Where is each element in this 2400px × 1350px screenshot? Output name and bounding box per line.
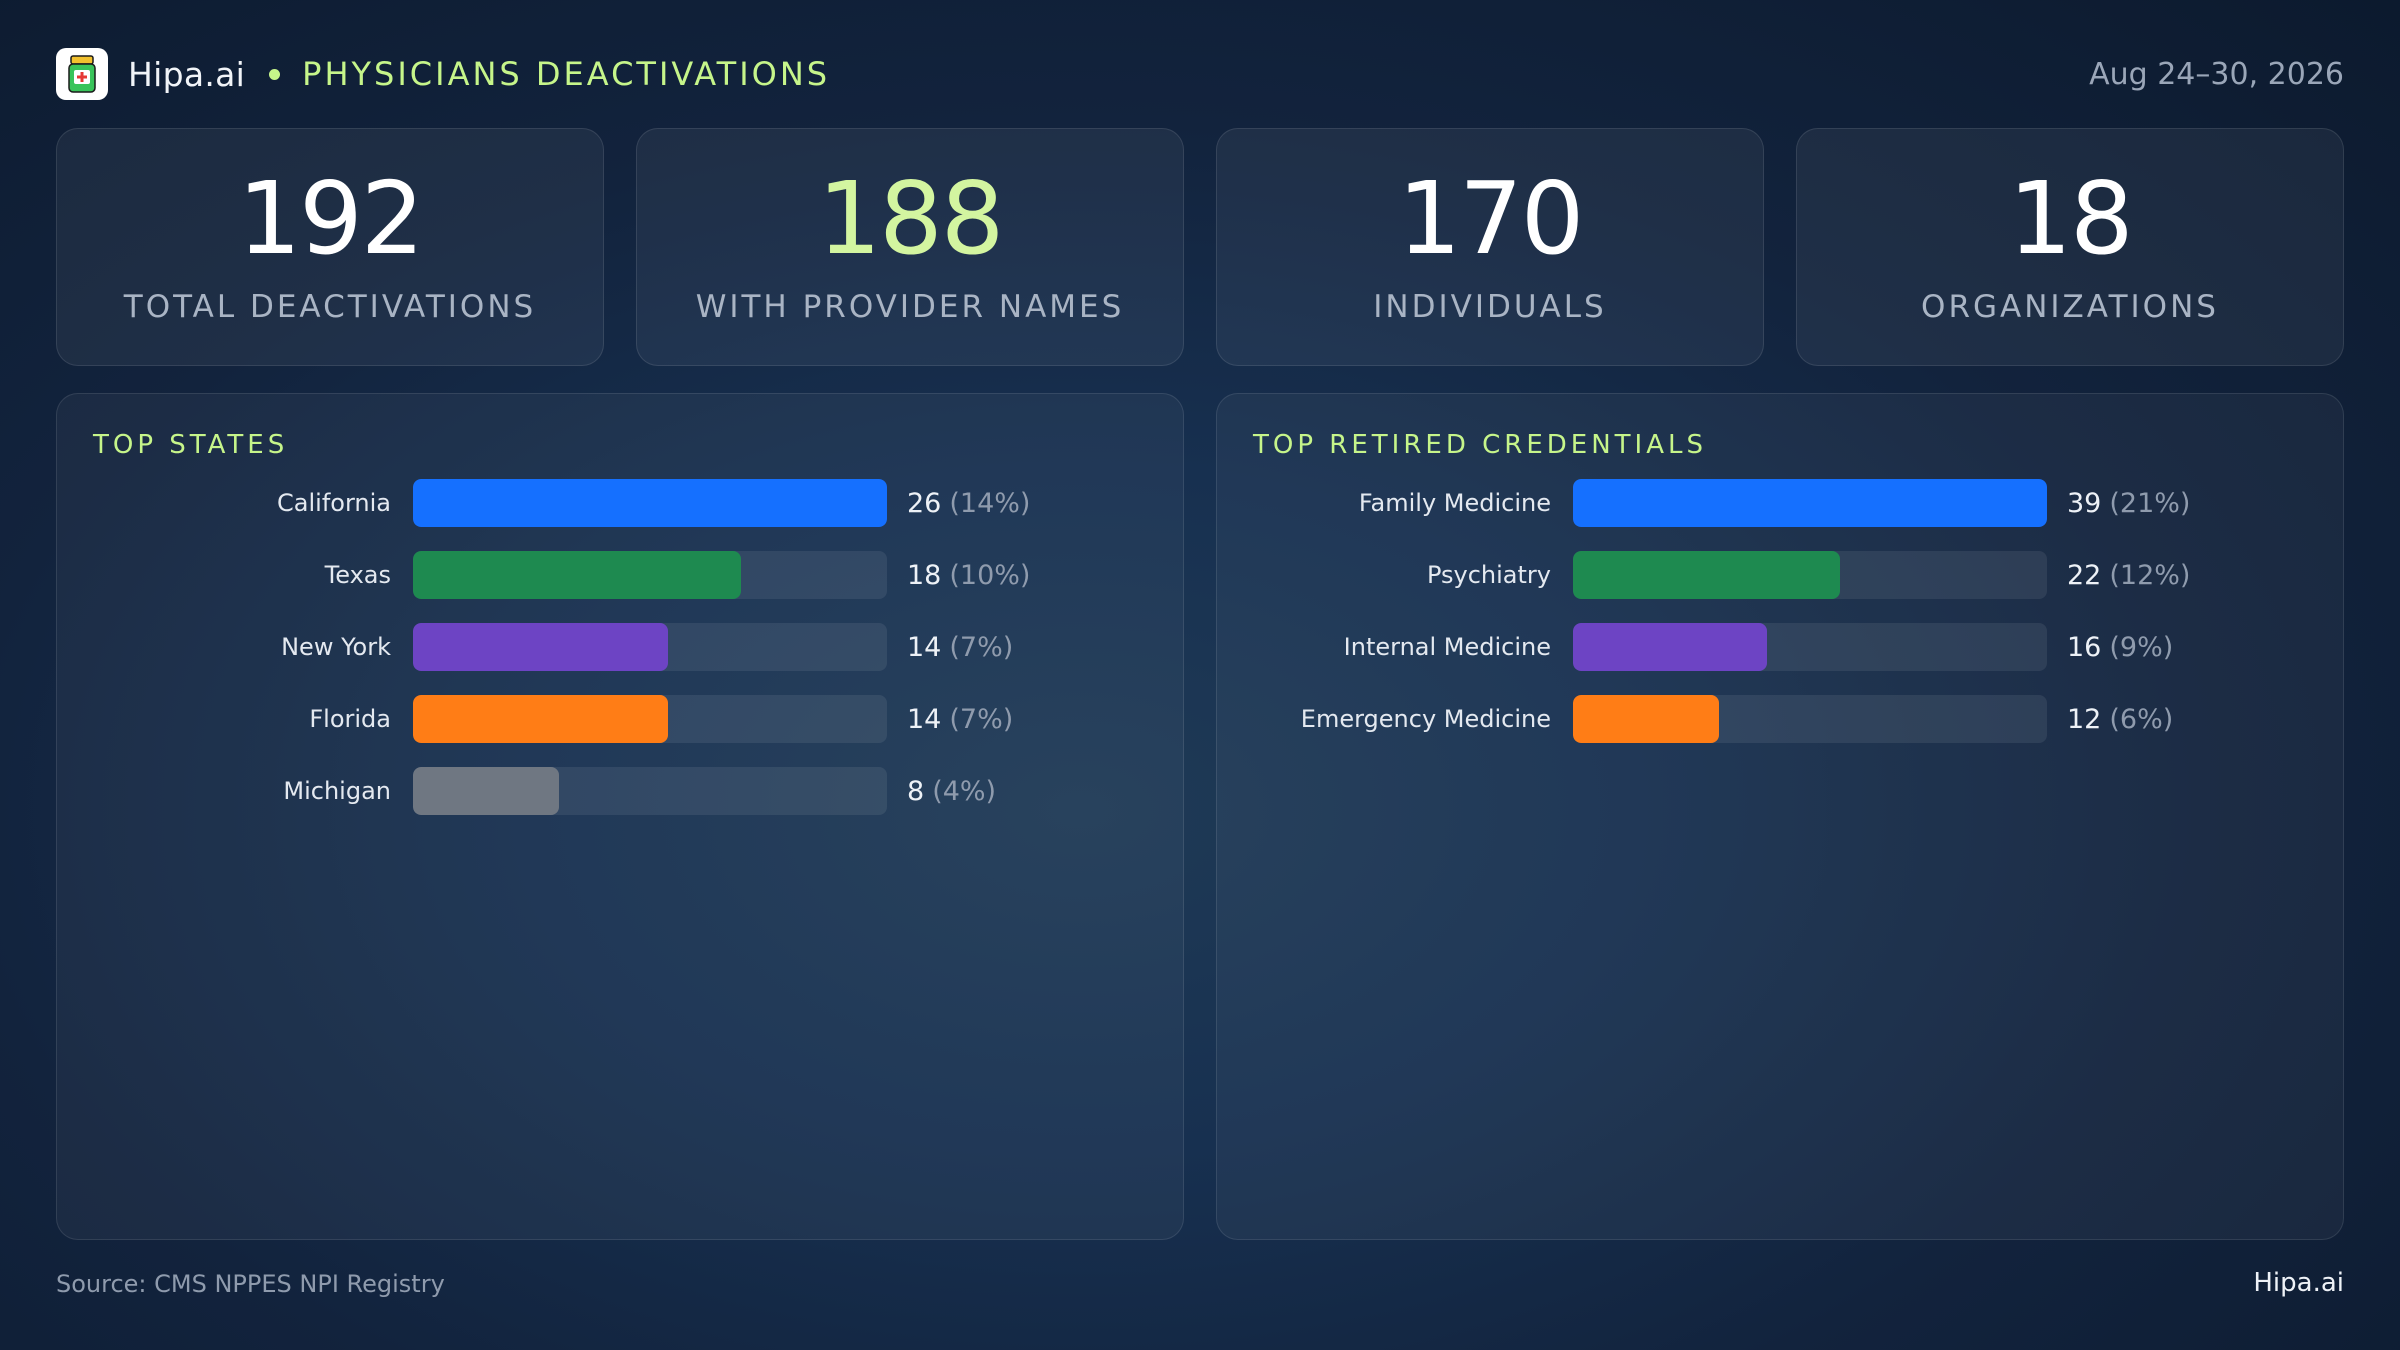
kpi-row: 192 TOTAL DEACTIVATIONS 188 WITH PROVIDE…	[56, 128, 2344, 366]
bar-row: Psychiatry 22 (12%)	[1217, 551, 2343, 599]
bar-count: 12	[2067, 703, 2102, 735]
kpi-value: 192	[237, 160, 425, 277]
panel-title: TOP STATES	[93, 430, 289, 460]
date-range: Aug 24–30, 2026	[2089, 56, 2344, 92]
pill-bottle-icon	[56, 48, 108, 100]
bar-row: Emergency Medicine 12 (6%)	[1217, 695, 2343, 743]
bar-fill	[1573, 623, 1768, 671]
bar-count: 26	[907, 487, 942, 519]
panel-title: TOP RETIRED CREDENTIALS	[1253, 430, 1707, 460]
bar-percent: (6%)	[2109, 703, 2174, 735]
separator-dot	[269, 68, 281, 80]
bar-track	[1573, 623, 2047, 671]
kpi-value: 188	[817, 160, 1005, 277]
bar-label: Texas	[324, 561, 391, 589]
bar-count: 14	[907, 703, 942, 735]
bar-label: New York	[281, 633, 391, 661]
kpi-label: ORGANIZATIONS	[1921, 289, 2219, 325]
bar-value: 14 (7%)	[907, 623, 1013, 671]
header: Hipa.ai PHYSICIANS DEACTIVATIONS Aug 24–…	[56, 46, 2344, 102]
bar-percent: (10%)	[949, 559, 1031, 591]
bar-track	[413, 695, 887, 743]
kpi-value: 18	[2008, 160, 2133, 277]
kpi-card-individuals: 170 INDIVIDUALS	[1216, 128, 1764, 366]
bar-track	[413, 623, 887, 671]
bar-count: 14	[907, 631, 942, 663]
bar-percent: (21%)	[2109, 487, 2191, 519]
kpi-card-organizations: 18 ORGANIZATIONS	[1796, 128, 2344, 366]
kpi-card-total: 192 TOTAL DEACTIVATIONS	[56, 128, 604, 366]
bar-percent: (12%)	[2109, 559, 2191, 591]
chart-panels: TOP STATES California 26 (14%) Texas 18 (10%)…	[56, 393, 2344, 1240]
bar-fill	[1573, 551, 1841, 599]
bar-percent: (7%)	[949, 703, 1014, 735]
bar-fill	[413, 479, 887, 527]
bar-row: Internal Medicine 16 (9%)	[1217, 623, 2343, 671]
bar-percent: (4%)	[932, 775, 997, 807]
bar-value: 26 (14%)	[907, 479, 1030, 527]
kpi-card-provider-names: 188 WITH PROVIDER NAMES	[636, 128, 1184, 366]
bar-row: Florida 14 (7%)	[57, 695, 1183, 743]
bar-count: 16	[2067, 631, 2102, 663]
bar-fill	[1573, 695, 1719, 743]
kpi-label: WITH PROVIDER NAMES	[695, 289, 1125, 325]
bar-count: 22	[2067, 559, 2102, 591]
bar-track	[413, 767, 887, 815]
bar-count: 39	[2067, 487, 2102, 519]
kpi-label: TOTAL DEACTIVATIONS	[123, 289, 537, 325]
bar-value: 8 (4%)	[907, 767, 996, 815]
bar-percent: (7%)	[949, 631, 1014, 663]
top-states-panel: TOP STATES California 26 (14%) Texas 18 (10%)…	[56, 393, 1184, 1240]
kpi-value: 170	[1397, 160, 1585, 277]
bar-value: 16 (9%)	[2067, 623, 2173, 671]
bar-fill	[413, 695, 669, 743]
bar-row: California 26 (14%)	[57, 479, 1183, 527]
footer-brand: Hipa.ai	[2253, 1268, 2344, 1298]
bar-value: 14 (7%)	[907, 695, 1013, 743]
kpi-label: INDIVIDUALS	[1373, 289, 1607, 325]
bar-fill	[413, 623, 669, 671]
bar-fill	[1573, 479, 2047, 527]
bar-count: 18	[907, 559, 942, 591]
bar-track	[1573, 695, 2047, 743]
top-credentials-panel: TOP RETIRED CREDENTIALS Family Medicine 3…	[1216, 393, 2344, 1240]
bar-row: Texas 18 (10%)	[57, 551, 1183, 599]
bar-value: 18 (10%)	[907, 551, 1030, 599]
bar-label: Family Medicine	[1358, 489, 1551, 517]
bar-row: Michigan 8 (4%)	[57, 767, 1183, 815]
bar-label: Michigan	[283, 777, 391, 805]
bar-label: Emergency Medicine	[1300, 705, 1551, 733]
bar-value: 22 (12%)	[2067, 551, 2190, 599]
bar-value: 12 (6%)	[2067, 695, 2173, 743]
bar-label: Internal Medicine	[1343, 633, 1551, 661]
bar-label: Psychiatry	[1426, 561, 1551, 589]
bar-row: Family Medicine 39 (21%)	[1217, 479, 2343, 527]
bar-track	[1573, 479, 2047, 527]
bar-fill	[413, 767, 559, 815]
bar-percent: (9%)	[2109, 631, 2174, 663]
bar-row: New York 14 (7%)	[57, 623, 1183, 671]
bar-percent: (14%)	[949, 487, 1031, 519]
bar-label: California	[277, 489, 391, 517]
bar-list: Family Medicine 39 (21%) Psychiatry 22 (12%) I…	[1217, 479, 2343, 767]
brand-name: Hipa.ai	[128, 54, 246, 94]
bar-track	[1573, 551, 2047, 599]
bar-label: Florida	[309, 705, 391, 733]
bar-list: California 26 (14%) Texas 18 (10%) New York 14(…	[57, 479, 1183, 839]
source-note: Source: CMS NPPES NPI Registry	[56, 1270, 445, 1298]
bar-track	[413, 551, 887, 599]
bar-value: 39 (21%)	[2067, 479, 2190, 527]
bar-count: 8	[907, 775, 925, 807]
bar-track	[413, 479, 887, 527]
bar-fill	[413, 551, 742, 599]
page-title: PHYSICIANS DEACTIVATIONS	[302, 55, 831, 93]
